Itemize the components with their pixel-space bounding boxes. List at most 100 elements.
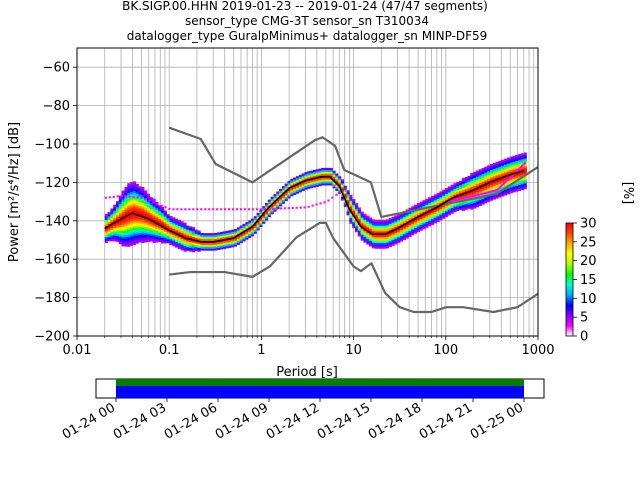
density-cell xyxy=(310,170,314,173)
density-cell-outlier xyxy=(303,206,306,209)
density-cell xyxy=(326,179,330,182)
density-cell xyxy=(473,198,477,201)
density-cell xyxy=(492,174,496,177)
density-cell xyxy=(442,195,446,198)
density-cell xyxy=(110,239,114,242)
density-cell xyxy=(220,231,224,235)
density-cell xyxy=(208,242,212,245)
density-cell xyxy=(262,213,266,217)
density-cell xyxy=(492,185,496,189)
density-cell xyxy=(391,234,395,237)
density-cell xyxy=(456,207,460,210)
density-cell xyxy=(116,237,120,240)
density-cell xyxy=(132,204,136,207)
density-cell xyxy=(489,196,494,199)
density-cell xyxy=(436,216,440,219)
density-cell xyxy=(357,218,361,222)
density-cell xyxy=(352,200,356,204)
density-cell xyxy=(152,227,156,230)
density-cell xyxy=(385,223,390,226)
density-cell xyxy=(489,188,494,192)
density-cell xyxy=(152,204,156,207)
density-cell xyxy=(116,224,120,227)
density-cell xyxy=(231,241,235,244)
density-cell xyxy=(369,240,373,243)
density-cell xyxy=(116,218,120,221)
density-cell xyxy=(371,234,375,237)
density-cell xyxy=(380,238,384,242)
density-cell xyxy=(287,188,291,191)
density-cell xyxy=(116,228,120,231)
density-cell xyxy=(225,232,229,235)
density-cell xyxy=(391,237,395,241)
density-cell xyxy=(163,218,167,221)
density-cell-outlier xyxy=(259,208,263,211)
density-cell xyxy=(422,202,426,205)
density-cell xyxy=(394,225,398,228)
density-cell xyxy=(183,222,187,225)
density-cell xyxy=(439,195,443,198)
density-cell xyxy=(377,225,381,228)
density-cell xyxy=(515,168,519,171)
density-cell xyxy=(442,193,446,196)
density-cell xyxy=(506,169,510,172)
density-cell xyxy=(481,189,485,192)
density-cell xyxy=(512,178,516,181)
density-cell xyxy=(183,245,187,248)
density-cell xyxy=(506,157,510,160)
density-cell xyxy=(166,241,170,244)
density-cell xyxy=(116,235,120,238)
density-cell xyxy=(355,230,359,233)
density-cell xyxy=(509,181,513,184)
density-cell xyxy=(217,232,221,235)
density-cell xyxy=(515,166,519,169)
density-cell xyxy=(515,181,519,184)
density-cell xyxy=(310,174,314,177)
density-cell xyxy=(189,247,193,250)
density-cell xyxy=(329,183,333,186)
density-cell xyxy=(355,220,359,223)
density-cell xyxy=(245,227,249,231)
density-cell xyxy=(478,190,482,193)
density-cell xyxy=(355,208,359,212)
density-cell xyxy=(146,207,151,210)
density-cell xyxy=(116,231,120,235)
density-cell xyxy=(484,180,488,183)
density-cell xyxy=(385,221,390,224)
density-cell xyxy=(203,248,207,251)
density-cell xyxy=(383,242,387,245)
density-cell xyxy=(467,204,471,207)
density-cell xyxy=(107,219,111,223)
density-cell xyxy=(186,233,190,236)
density-cell xyxy=(158,210,162,214)
density-cell xyxy=(459,205,463,209)
density-cell xyxy=(408,227,412,230)
density-cell xyxy=(293,181,297,184)
density-cell xyxy=(163,241,167,244)
density-cell xyxy=(489,179,494,182)
density-cell xyxy=(470,188,474,191)
density-cell xyxy=(262,219,266,222)
density-cell xyxy=(442,216,446,219)
density-cell xyxy=(130,222,134,225)
density-cell xyxy=(380,235,384,238)
density-cell xyxy=(239,231,243,234)
density-cell xyxy=(464,190,468,193)
density-cell xyxy=(492,191,496,194)
density-cell xyxy=(385,238,390,241)
density-cell-outlier xyxy=(327,199,330,202)
density-cell xyxy=(262,208,266,211)
density-cell xyxy=(332,186,336,189)
density-cell xyxy=(388,239,392,242)
density-cell xyxy=(326,183,330,186)
density-cell xyxy=(217,243,221,247)
density-cell xyxy=(400,222,404,225)
density-cell xyxy=(189,230,193,233)
density-cell xyxy=(515,154,519,158)
density-cell xyxy=(402,220,406,223)
density-cell xyxy=(270,198,274,201)
density-cell xyxy=(523,158,527,161)
density-cell xyxy=(242,237,246,240)
density-cell xyxy=(287,180,291,184)
density-cell xyxy=(250,230,255,233)
